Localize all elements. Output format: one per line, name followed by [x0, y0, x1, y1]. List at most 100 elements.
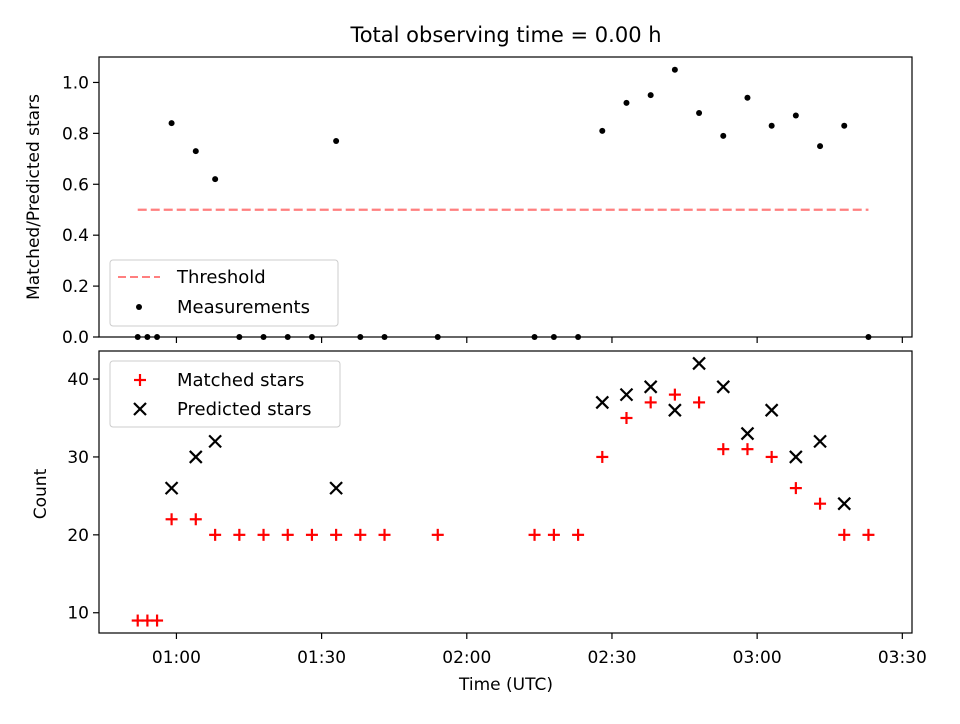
top-y-axis-label: Matched/Predicted stars	[24, 94, 44, 300]
matched-point	[814, 497, 827, 510]
top-y-ticks: 0.0 0.2 0.4 0.6 0.8 1.0	[62, 73, 99, 348]
bottom-y-tick-label: 20	[67, 526, 89, 546]
predicted-point	[619, 387, 634, 402]
top-legend: Threshold Measurements	[109, 259, 339, 327]
matched-point	[378, 528, 391, 541]
matched-point	[233, 528, 246, 541]
matched-point	[209, 528, 222, 541]
measurement-point	[212, 176, 219, 183]
predicted-point	[789, 450, 803, 464]
matched-point	[165, 513, 178, 526]
chart-title: Total observing time = 0.00 h	[349, 23, 661, 47]
measurement-point	[333, 138, 340, 144]
matched-point	[547, 528, 560, 541]
matched-point	[717, 443, 730, 456]
matched-point	[838, 528, 851, 541]
matched-point	[257, 528, 270, 541]
top-panel: 0.0 0.2 0.4 0.6 0.8 1.0 Matched/Predicted sta…	[24, 56, 913, 348]
matched-point	[741, 443, 754, 456]
top-y-tick-label: 1.0	[62, 73, 89, 93]
x-tick-label: 02:30	[587, 648, 636, 668]
top-y-tick-label: 0.4	[62, 226, 89, 246]
bottom-y-tick-label: 40	[67, 370, 89, 390]
x-tick-label: 01:00	[152, 648, 201, 668]
predicted-point	[668, 403, 682, 417]
bottom-y-tick-label: 10	[67, 604, 89, 624]
legend-threshold-label: Threshold	[176, 267, 266, 288]
x-tick-label: 02:00	[442, 648, 491, 668]
top-legend-box	[109, 259, 339, 327]
predicted-point	[813, 434, 827, 449]
legend-predicted-label: Predicted stars	[177, 399, 311, 420]
predicted-point	[329, 481, 343, 495]
predicted-point	[764, 403, 779, 417]
matched-point	[189, 513, 202, 526]
measurement-point	[720, 132, 727, 139]
bottom-series	[131, 356, 875, 627]
measurement-point	[647, 92, 654, 99]
predicted-point	[740, 426, 755, 441]
top-axes-frame	[98, 56, 913, 338]
measurement-point	[817, 143, 824, 150]
x-axis-label: Time (UTC)	[458, 675, 553, 695]
matched-point	[354, 528, 367, 541]
matched-point	[596, 450, 609, 463]
legend-matched-swatch	[134, 374, 146, 386]
x-tick-label: 03:30	[878, 648, 927, 668]
matched-point	[620, 411, 633, 424]
bottom-y-tick-label: 30	[67, 448, 89, 468]
measurement-point	[671, 66, 678, 73]
bottom-y-ticks: 10 20 30 40	[67, 370, 99, 624]
matched-point	[330, 528, 343, 541]
predicted-point	[164, 481, 179, 495]
bottom-legend: Matched stars Predicted stars	[109, 360, 341, 428]
predicted-point	[692, 356, 706, 371]
predicted-point	[189, 450, 203, 464]
matched-point	[765, 450, 778, 463]
legend-measurements-label: Measurements	[177, 297, 310, 318]
bottom-axes-frame	[98, 350, 913, 634]
measurement-point	[168, 120, 175, 127]
bottom-legend-box	[109, 360, 341, 428]
measurement-point	[192, 148, 199, 155]
matched-point	[305, 528, 318, 541]
bottom-y-axis-label: Count	[31, 468, 51, 519]
measurement-point	[841, 122, 848, 129]
top-x-ticks	[175, 337, 903, 343]
legend-matched-label: Matched stars	[177, 370, 304, 391]
measurement-point	[623, 99, 630, 106]
legend-predicted-swatch	[133, 402, 147, 416]
legend-measurements-swatch	[136, 304, 142, 310]
predicted-point	[208, 434, 222, 449]
predicted-point	[837, 496, 852, 511]
matched-point	[789, 482, 802, 495]
matched-point	[431, 528, 444, 541]
measurement-point	[696, 110, 703, 116]
matched-point	[693, 396, 706, 409]
matched-point	[528, 528, 541, 541]
matched-point	[572, 528, 585, 541]
x-tick-label: 03:00	[733, 648, 782, 668]
predicted-point	[643, 380, 658, 394]
top-y-tick-label: 0.6	[62, 175, 89, 195]
predicted-point	[716, 380, 731, 394]
matched-point	[151, 614, 164, 627]
predicted-point	[595, 395, 610, 410]
measurement-point	[768, 122, 775, 129]
x-tick-label: 01:30	[297, 648, 346, 668]
matched-point	[644, 396, 657, 409]
bottom-x-ticks: 01:00 01:30 02:00 02:30 03:00 03:30	[152, 633, 927, 668]
matched-point	[668, 388, 681, 401]
top-y-tick-label: 0.2	[62, 277, 89, 297]
top-y-tick-label: 0.0	[62, 328, 89, 348]
measurement-point	[599, 127, 606, 134]
matched-point	[281, 528, 294, 541]
measurement-point	[792, 112, 799, 119]
top-y-tick-label: 0.8	[62, 124, 89, 144]
matched-point	[862, 528, 875, 541]
measurement-point	[744, 94, 751, 101]
